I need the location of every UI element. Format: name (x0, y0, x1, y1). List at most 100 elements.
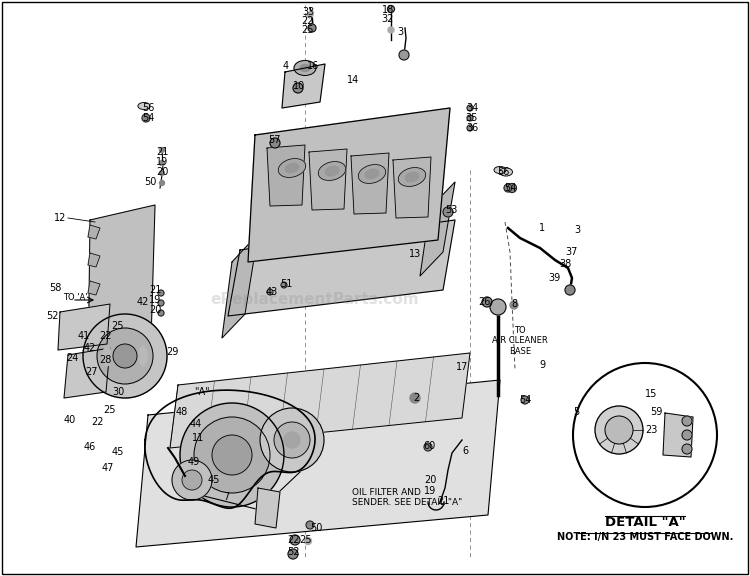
Circle shape (308, 24, 316, 32)
Polygon shape (255, 488, 280, 528)
Text: 27: 27 (86, 367, 98, 377)
Text: 36: 36 (466, 123, 478, 133)
Text: OIL FILTER AND
SENDER. SEE DETAIL "A": OIL FILTER AND SENDER. SEE DETAIL "A" (352, 488, 462, 507)
Text: 50: 50 (144, 177, 156, 187)
Circle shape (482, 297, 492, 307)
Text: 58: 58 (49, 283, 62, 293)
Ellipse shape (318, 162, 346, 180)
Text: 43: 43 (266, 287, 278, 297)
Text: eReplacementParts.com: eReplacementParts.com (211, 292, 419, 307)
Text: 54: 54 (142, 113, 154, 123)
Circle shape (172, 460, 212, 500)
Text: 25: 25 (104, 405, 116, 415)
Ellipse shape (278, 158, 306, 177)
Ellipse shape (285, 163, 298, 173)
Circle shape (113, 344, 137, 368)
Text: 25: 25 (300, 535, 312, 545)
Polygon shape (88, 205, 155, 385)
Text: 51: 51 (280, 279, 292, 289)
Text: 18: 18 (382, 5, 394, 15)
Circle shape (281, 282, 287, 288)
Polygon shape (170, 353, 470, 448)
Text: TO
AIR CLEANER
BASE: TO AIR CLEANER BASE (492, 326, 548, 356)
Text: 16: 16 (307, 61, 320, 71)
Text: 17: 17 (456, 362, 468, 372)
Circle shape (160, 170, 164, 176)
Circle shape (260, 408, 324, 472)
Text: 59: 59 (650, 407, 662, 417)
Text: 3: 3 (397, 27, 403, 37)
Circle shape (274, 422, 310, 458)
Circle shape (182, 470, 202, 490)
Circle shape (508, 184, 517, 192)
Text: 14: 14 (346, 75, 359, 85)
Text: 19: 19 (148, 295, 161, 305)
Circle shape (97, 328, 153, 384)
Text: 52: 52 (286, 547, 299, 557)
Text: 34: 34 (466, 103, 478, 113)
Ellipse shape (500, 168, 512, 176)
Text: 57: 57 (268, 135, 280, 145)
Text: 30: 30 (112, 387, 125, 397)
Text: 26: 26 (478, 297, 490, 307)
Circle shape (510, 301, 518, 309)
Text: 54: 54 (519, 395, 531, 405)
Text: 54: 54 (504, 183, 516, 193)
Circle shape (399, 50, 409, 60)
Text: 7: 7 (223, 492, 230, 502)
Circle shape (160, 161, 164, 165)
Circle shape (284, 432, 300, 448)
Text: 56: 56 (142, 103, 154, 113)
Text: 47: 47 (102, 463, 114, 473)
Text: 38: 38 (559, 259, 572, 269)
Circle shape (158, 300, 164, 306)
Ellipse shape (494, 166, 506, 173)
Polygon shape (248, 108, 450, 262)
Polygon shape (88, 225, 100, 239)
Circle shape (467, 115, 473, 121)
Ellipse shape (398, 168, 426, 187)
Circle shape (180, 403, 284, 507)
Text: "A": "A" (194, 387, 210, 397)
Circle shape (595, 406, 643, 454)
Text: 42: 42 (136, 297, 149, 307)
Text: 22: 22 (286, 535, 299, 545)
Text: 53: 53 (445, 205, 458, 215)
Text: 29: 29 (166, 347, 178, 357)
Ellipse shape (139, 346, 147, 366)
Text: 39: 39 (548, 273, 560, 283)
Text: 28: 28 (99, 355, 111, 365)
Text: 25: 25 (112, 321, 125, 331)
Ellipse shape (405, 172, 418, 181)
Text: 22: 22 (99, 331, 111, 341)
Circle shape (293, 83, 303, 93)
Circle shape (467, 125, 473, 131)
Ellipse shape (294, 60, 316, 75)
Text: 42: 42 (84, 343, 96, 353)
Circle shape (605, 416, 633, 444)
Polygon shape (420, 182, 455, 276)
Text: 9: 9 (539, 360, 545, 370)
Circle shape (288, 549, 298, 559)
Text: 20: 20 (424, 475, 436, 485)
Circle shape (424, 443, 432, 451)
Text: 52: 52 (46, 311, 58, 321)
Text: 33: 33 (302, 7, 314, 17)
Polygon shape (88, 281, 100, 295)
Text: 21: 21 (148, 285, 161, 295)
Circle shape (304, 537, 311, 544)
Ellipse shape (365, 169, 379, 179)
Text: 5: 5 (573, 407, 579, 417)
Polygon shape (282, 64, 325, 108)
Text: 20: 20 (156, 167, 168, 177)
Text: 48: 48 (176, 407, 188, 417)
Circle shape (682, 416, 692, 426)
Circle shape (388, 27, 394, 33)
Text: DETAIL "A": DETAIL "A" (604, 516, 686, 529)
Text: 19: 19 (156, 157, 168, 167)
Text: 2: 2 (413, 393, 419, 403)
Text: 49: 49 (188, 457, 200, 467)
Polygon shape (228, 220, 455, 316)
Ellipse shape (358, 165, 386, 183)
Text: 13: 13 (409, 249, 422, 259)
